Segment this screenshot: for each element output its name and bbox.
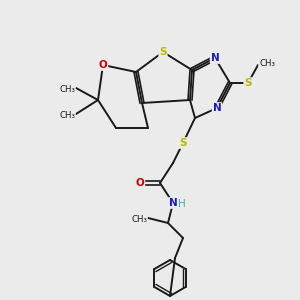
- Text: N: N: [211, 53, 219, 63]
- Text: CH₃: CH₃: [59, 110, 75, 119]
- Text: S: S: [179, 138, 187, 148]
- Text: CH₃: CH₃: [259, 59, 275, 68]
- Text: S: S: [159, 47, 167, 57]
- Text: CH₃: CH₃: [131, 214, 147, 224]
- Text: N: N: [213, 103, 221, 113]
- Text: S: S: [244, 78, 252, 88]
- Text: O: O: [99, 60, 107, 70]
- Text: N: N: [169, 198, 177, 208]
- Text: CH₃: CH₃: [59, 85, 75, 94]
- Text: O: O: [136, 178, 144, 188]
- Text: H: H: [178, 199, 186, 209]
